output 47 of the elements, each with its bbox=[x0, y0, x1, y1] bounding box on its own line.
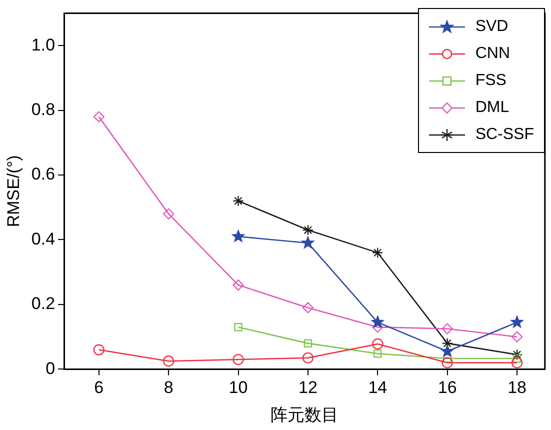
y-axis-title: RMSE/(°) bbox=[4, 155, 23, 228]
x-tick-label: 16 bbox=[438, 378, 457, 398]
point bbox=[441, 344, 454, 357]
x-axis-title: 阵元数目 bbox=[270, 405, 338, 424]
point bbox=[232, 195, 244, 206]
point bbox=[304, 339, 312, 348]
legend-label: SC-SSF bbox=[475, 126, 534, 144]
x-tick-label: 12 bbox=[298, 378, 318, 398]
point bbox=[442, 338, 453, 349]
point bbox=[511, 357, 523, 368]
point bbox=[234, 323, 242, 332]
point bbox=[302, 352, 314, 364]
point bbox=[442, 323, 453, 334]
legend-label: DML bbox=[475, 98, 510, 116]
y-tick-label: 0 bbox=[46, 358, 56, 378]
point bbox=[232, 230, 244, 242]
point bbox=[510, 316, 524, 328]
point bbox=[372, 247, 384, 258]
y-tick-label: 0.6 bbox=[31, 164, 56, 184]
point bbox=[511, 349, 523, 360]
x-tick-label: 8 bbox=[164, 378, 174, 398]
point bbox=[302, 236, 314, 248]
point bbox=[511, 331, 523, 342]
point bbox=[93, 111, 104, 122]
legend-label: CNN bbox=[475, 44, 510, 62]
y-tick-label: 0.2 bbox=[31, 294, 56, 314]
legend-label: SVD bbox=[475, 18, 508, 36]
y-tick-label: 0.4 bbox=[31, 229, 56, 248]
point bbox=[163, 208, 174, 220]
y-tick-label: 1.0 bbox=[31, 35, 56, 54]
x-tick-label: 10 bbox=[228, 378, 248, 398]
point bbox=[372, 338, 384, 350]
point bbox=[371, 316, 384, 328]
point bbox=[93, 344, 104, 356]
point bbox=[232, 354, 244, 366]
x-tick-label: 6 bbox=[94, 378, 104, 398]
point bbox=[442, 357, 453, 368]
point bbox=[163, 356, 174, 367]
x-tick-label: 18 bbox=[508, 378, 526, 398]
y-tick-label: 0.8 bbox=[31, 100, 56, 119]
x-tick-label: 14 bbox=[368, 378, 388, 398]
point bbox=[302, 302, 314, 314]
legend-label: FSS bbox=[475, 72, 506, 90]
point bbox=[232, 280, 244, 291]
point bbox=[512, 354, 522, 363]
point bbox=[374, 350, 382, 358]
point bbox=[302, 224, 314, 236]
